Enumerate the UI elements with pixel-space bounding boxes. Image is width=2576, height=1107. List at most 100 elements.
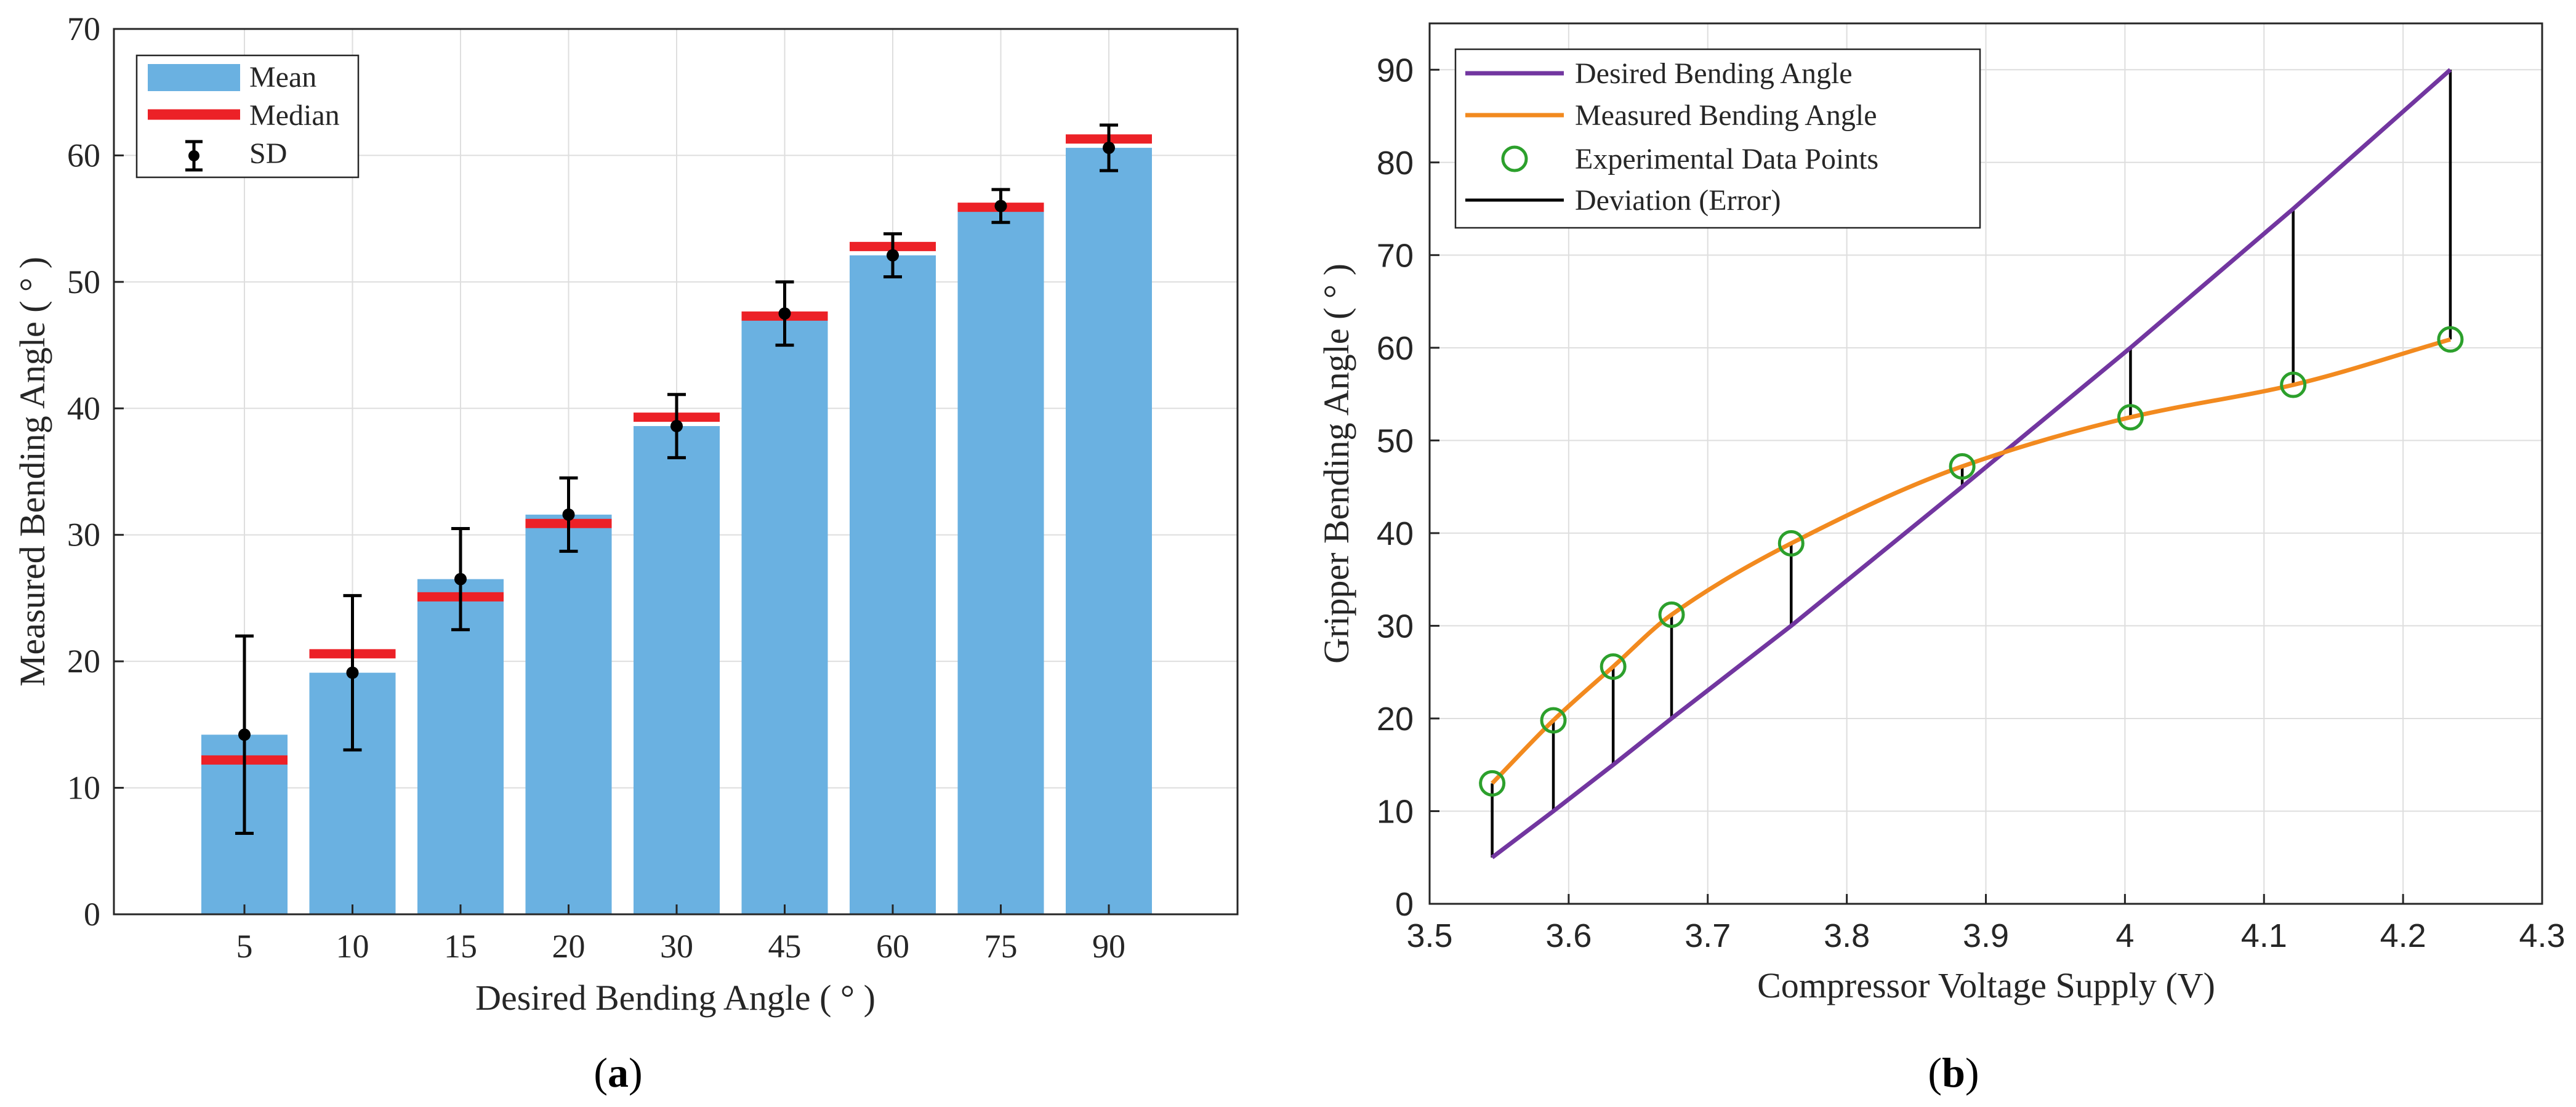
mean-bar-20 <box>525 514 612 914</box>
panel-a-xtick-label-15: 15 <box>444 928 477 965</box>
panel-b-grid <box>1429 23 2543 904</box>
sd-center-dot-20 <box>562 508 575 521</box>
mean-bar-30 <box>634 426 720 914</box>
panel-b-y-ticks: 0 10 20 30 40 50 60 70 80 90 <box>1377 52 1439 923</box>
panel-a-legend: Mean Median SD <box>135 54 360 179</box>
sd-errorbar-90 <box>1100 123 1118 172</box>
panel-b-xtick-label-4.1: 4.1 <box>2241 917 2287 954</box>
legend-median-label: Median <box>249 99 340 132</box>
mean-bar-60 <box>850 255 936 914</box>
panel-b-xtick-label-4.2: 4.2 <box>2380 917 2426 954</box>
legend-sd-swatch <box>185 140 203 172</box>
legend-mean-label: Mean <box>249 61 316 94</box>
legend-points-label: Experimental Data Points <box>1575 143 1878 175</box>
experimental-data-point-0 <box>1479 770 1506 797</box>
panel-b-data-points <box>1479 326 2464 797</box>
panel-b-xtick-label-4: 4 <box>2115 917 2134 954</box>
panel-a-y-ticks: 0 10 20 30 40 50 60 70 <box>67 10 124 933</box>
panel-b-ytick-label-90: 90 <box>1377 52 1414 89</box>
panel-b-ytick-label-60: 60 <box>1377 330 1414 367</box>
sd-errorbar-75 <box>991 188 1010 224</box>
panel-a-ytick-label-0: 0 <box>84 896 100 933</box>
legend-deviation-label: Deviation (Error) <box>1575 184 1781 217</box>
panel-b-ytick-label-20: 20 <box>1377 701 1414 738</box>
panel-a-ytick-label-40: 40 <box>67 390 100 427</box>
panel-b-line-chart: 0 10 20 30 40 50 60 70 80 90 3.5 3.6 3.7 3.8 3.9 4 4.1 4… <box>1316 22 2566 1096</box>
experimental-data-point-3 <box>1658 601 1685 628</box>
panel-b-xtick-label-3.9: 3.9 <box>1963 917 2009 954</box>
legend-desired-label: Desired Bending Angle <box>1575 57 1853 90</box>
sd-errorbar-15 <box>451 526 470 632</box>
panel-a-ytick-label-50: 50 <box>67 264 100 300</box>
panel-a-xtick-label-5: 5 <box>236 928 253 965</box>
panel-a-ytick-label-70: 70 <box>67 10 100 47</box>
panel-a-xtick-label-45: 45 <box>768 928 802 965</box>
experimental-data-point-8 <box>2437 326 2464 353</box>
experimental-data-point-6 <box>2117 404 2144 431</box>
panel-b-y-axis-label: Gripper Bending Angle ( ° ) <box>1316 264 1356 664</box>
panel-b-legend-box <box>1454 48 1981 229</box>
sd-center-dot-5 <box>238 728 251 741</box>
panel-b-x-ticks: 3.5 3.6 3.7 3.8 3.9 4 4.1 4.2 4.3 <box>1406 894 2566 954</box>
sd-center-dot-60 <box>887 249 899 262</box>
legend-measured-label: Measured Bending Angle <box>1575 99 1877 132</box>
panel-b-xtick-label-3.8: 3.8 <box>1824 917 1870 954</box>
sd-center-dot-45 <box>778 307 791 320</box>
sd-errorbar-20 <box>559 476 578 553</box>
panel-a-ytick-label-60: 60 <box>67 137 100 174</box>
panel-a-ytick-label-10: 10 <box>67 770 100 807</box>
sd-center-dot-75 <box>994 199 1007 212</box>
panel-a-bar-chart: 0 10 20 30 40 50 60 70 5 10 15 20 30 45 60 75 90 Desire… <box>12 10 1239 1096</box>
sd-errorbar-60 <box>883 232 902 279</box>
sd-center-dot-15 <box>454 573 467 586</box>
experimental-data-point-2 <box>1600 653 1627 680</box>
panel-b-ytick-label-40: 40 <box>1377 515 1414 552</box>
sd-errorbar-5 <box>235 634 254 835</box>
sd-errorbar-45 <box>775 280 794 347</box>
sd-center-dot-90 <box>1103 142 1115 155</box>
panel-a-ytick-label-30: 30 <box>67 517 100 554</box>
panel-b-xtick-label-3.5: 3.5 <box>1406 917 1452 954</box>
desired-bending-angle-line <box>1491 68 2452 859</box>
panel-b-xtick-label-3.6: 3.6 <box>1545 917 1592 954</box>
sd-errorbar-30 <box>667 393 686 459</box>
panel-a-x-ticks: 5 10 15 20 30 45 60 75 90 <box>236 904 1125 965</box>
experimental-data-point-4 <box>1777 529 1805 557</box>
panel-a-y-axis-label: Measured Bending Angle ( ° ) <box>12 257 52 686</box>
panel-a-xtick-label-60: 60 <box>876 928 909 965</box>
panel-a-x-axis-label: Desired Bending Angle ( ° ) <box>475 978 875 1018</box>
panel-b-xtick-label-4.3: 4.3 <box>2519 917 2565 954</box>
experimental-data-point-1 <box>1540 707 1567 734</box>
panel-b-ytick-label-50: 50 <box>1377 422 1414 459</box>
panel-b-x-axis-label: Compressor Voltage Supply (V) <box>1757 965 2215 1005</box>
panel-a-ytick-label-20: 20 <box>67 643 100 680</box>
mean-bar-45 <box>741 320 828 914</box>
experimental-data-point-7 <box>2280 371 2307 398</box>
panel-a-errorbars <box>235 123 1118 835</box>
mean-bar-75 <box>957 207 1044 914</box>
sd-center-dot-30 <box>670 420 683 433</box>
panel-a-xtick-label-30: 30 <box>660 928 693 965</box>
panel-b-ytick-label-80: 80 <box>1377 145 1414 182</box>
sd-errorbar-10 <box>343 594 362 752</box>
legend-mean-swatch <box>148 64 240 91</box>
panel-b-legend: Desired Bending Angle Measured Bending A… <box>1454 48 1981 229</box>
mean-bar-15 <box>417 579 504 914</box>
panel-b-xtick-label-3.7: 3.7 <box>1684 917 1731 954</box>
panel-a-caption: (a) <box>594 1049 642 1096</box>
panel-a-bars <box>201 148 1152 914</box>
panel-b-caption: (b) <box>1928 1049 1979 1096</box>
legend-points-swatch <box>1501 145 1528 172</box>
experimental-data-point-5 <box>1949 453 1976 480</box>
panel-a-xtick-label-90: 90 <box>1092 928 1125 965</box>
panel-b-ytick-label-0: 0 <box>1395 886 1414 923</box>
mean-bar-90 <box>1066 148 1152 914</box>
panel-a-xtick-label-20: 20 <box>552 928 586 965</box>
measured-bending-angle-curve <box>1491 337 2451 785</box>
panel-b-ytick-label-70: 70 <box>1377 237 1414 274</box>
panel-a-xtick-label-10: 10 <box>336 928 369 965</box>
panel-b-ytick-label-10: 10 <box>1377 793 1414 830</box>
panel-a-xtick-label-75: 75 <box>984 928 1018 965</box>
panel-b-ytick-label-30: 30 <box>1377 608 1414 645</box>
